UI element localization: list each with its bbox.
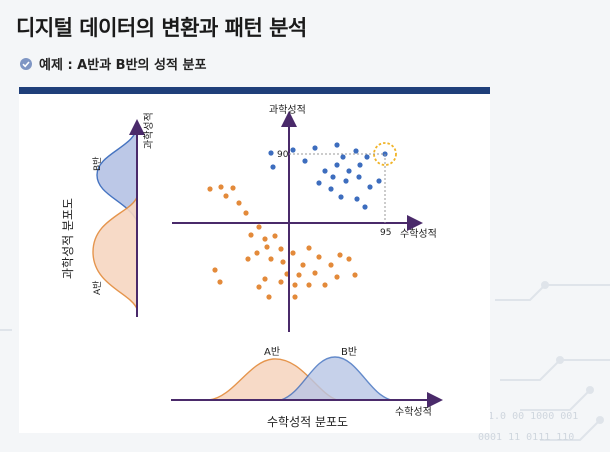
class-a-point (280, 259, 286, 265)
class-a-point (207, 186, 213, 192)
math-axis-label: 수학성적 (400, 228, 437, 240)
binary-text-1: 1.0 00 1000 001 (488, 411, 578, 422)
class-a-point (272, 233, 278, 239)
highlight-circle (373, 142, 397, 166)
class-b-point (316, 180, 322, 186)
class-a-point (256, 284, 262, 290)
bottom-title: 수학성적 분포도 (267, 415, 348, 429)
class-a-point (266, 294, 272, 300)
left-curve-b-label: B반 (92, 157, 103, 171)
left-axis-label: 과학성적 (143, 112, 155, 149)
class-a-point (243, 210, 249, 216)
class-a-point (217, 279, 223, 285)
left-curve-a (92, 196, 138, 310)
class-a-point (300, 262, 306, 268)
class-a-point (254, 250, 260, 256)
bottom-curve-a-label: A반 (264, 346, 280, 358)
class-a-point (245, 256, 251, 262)
class-b-point (357, 162, 363, 168)
class-b-point (334, 162, 340, 168)
class-b-point (362, 204, 368, 210)
class-a-point (262, 236, 268, 242)
class-b-point (340, 154, 346, 160)
class-b-point (322, 168, 328, 174)
diagram-panel: 과학성적 B반 A반 과학성적 분포도 과학성적 수학성적 90 95 A반 B… (19, 87, 490, 433)
threshold-y-label: 90 (277, 150, 289, 160)
class-b-point (334, 142, 340, 148)
class-a-point (306, 282, 312, 288)
class-a-point (262, 276, 268, 282)
bottom-axis-label: 수학성적 (395, 406, 432, 418)
class-a-point (352, 272, 358, 278)
class-a-point (223, 193, 229, 199)
class-b-point (330, 174, 336, 180)
class-a-point (312, 270, 318, 276)
class-b-point (376, 178, 382, 184)
threshold-x-label: 95 (380, 228, 391, 238)
class-a-point (236, 200, 242, 206)
class-a-point (230, 185, 236, 191)
class-a-point (322, 282, 328, 288)
class-b-point (338, 194, 344, 200)
class-a-point (292, 294, 298, 300)
check-circle-icon (20, 57, 32, 70)
bottom-curve-b-label: B반 (341, 346, 357, 358)
class-a-point (278, 279, 284, 285)
class-a-points (207, 184, 358, 300)
class-b-points (268, 142, 388, 210)
class-a-point (278, 246, 284, 252)
class-a-point (328, 262, 334, 268)
class-a-point (334, 274, 340, 280)
left-curve-a-label: A반 (92, 281, 103, 295)
class-b-point (302, 158, 308, 164)
class-a-point (290, 250, 296, 256)
binary-text-2: 0001 11 0111 110 (478, 432, 574, 443)
panel-header-bar (19, 87, 490, 94)
subtitle-text: 예제 : A반과 B반의 성적 분포 (39, 58, 207, 73)
class-b-point (270, 164, 276, 170)
class-a-point (218, 184, 224, 190)
science-axis-label: 과학성적 (269, 104, 306, 116)
class-a-point (248, 232, 254, 238)
class-a-point (212, 267, 218, 273)
class-b-point (268, 150, 274, 156)
class-b-point (312, 145, 318, 151)
left-title: 과학성적 분포도 (61, 198, 75, 279)
class-a-point (264, 244, 270, 250)
class-a-point (306, 245, 312, 251)
distribution-diagram: 과학성적 B반 A반 과학성적 분포도 과학성적 수학성적 90 95 A반 B… (61, 104, 443, 429)
class-b-point (367, 184, 373, 190)
class-a-point (337, 252, 343, 258)
class-b-point (343, 178, 349, 184)
class-a-point (268, 256, 274, 262)
class-b-point (353, 148, 359, 154)
subtitle: 예제 : A반과 B반의 성적 분포 (20, 54, 206, 73)
class-b-point (354, 196, 360, 202)
bottom-curve-b (280, 356, 392, 401)
class-b-point (346, 168, 352, 174)
class-a-point (296, 272, 302, 278)
class-a-point (256, 224, 262, 230)
class-b-point (290, 147, 296, 153)
class-a-point (346, 256, 352, 262)
class-b-point (364, 154, 370, 160)
class-a-point (292, 282, 298, 288)
class-a-point (316, 254, 322, 260)
class-b-point (328, 186, 334, 192)
class-b-point (356, 174, 362, 180)
page-title: 디지털 데이터의 변환과 패턴 분석 (16, 16, 307, 40)
